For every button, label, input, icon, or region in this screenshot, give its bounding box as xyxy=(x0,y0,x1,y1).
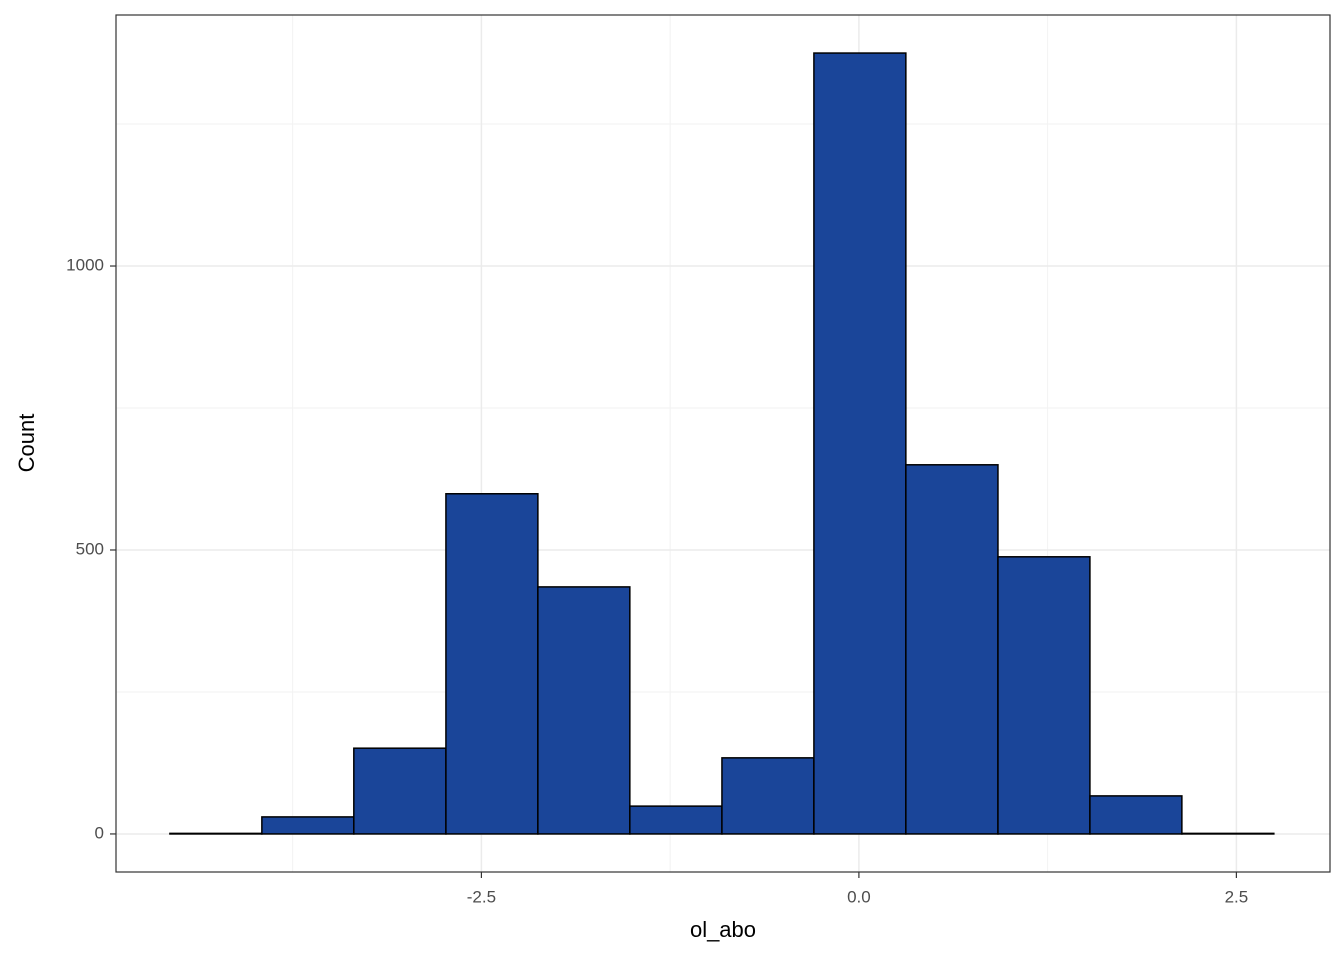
x-tick-label: -2.5 xyxy=(467,887,496,906)
y-axis-title: Count xyxy=(14,414,39,473)
bar xyxy=(721,757,815,835)
bar xyxy=(1089,795,1183,835)
y-tick-label: 1000 xyxy=(66,256,104,275)
x-tick-label: 2.5 xyxy=(1225,887,1249,906)
x-axis-title: ol_abo xyxy=(690,917,756,942)
bar xyxy=(445,493,539,835)
bar xyxy=(997,556,1091,835)
bar xyxy=(537,586,631,835)
bar xyxy=(629,805,723,835)
y-tick-label: 0 xyxy=(95,823,104,842)
bar xyxy=(353,747,447,835)
bar xyxy=(261,816,355,835)
panel-border xyxy=(115,14,1331,873)
bar xyxy=(169,832,263,835)
bar xyxy=(1181,832,1275,835)
y-tick-label: 500 xyxy=(76,539,104,558)
bar xyxy=(905,464,999,835)
bar xyxy=(813,52,907,835)
x-tick-label: 0.0 xyxy=(847,887,871,906)
